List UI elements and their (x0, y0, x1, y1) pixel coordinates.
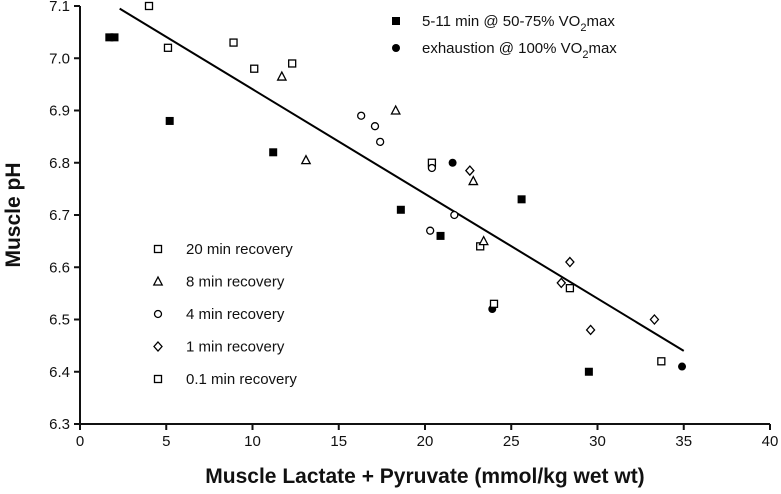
legend-label: 8 min recovery (186, 274, 285, 291)
x-tick-label: 5 (162, 433, 170, 450)
data-point-open-triangle (276, 70, 288, 81)
y-tick-label: 6.5 (49, 312, 70, 329)
data-point-open-circle (370, 122, 380, 131)
legend-marker-filled-circle (392, 44, 400, 52)
data-point-open-square (565, 283, 575, 293)
data-point-open-circle (375, 137, 385, 147)
data-point-filled-square (105, 33, 114, 42)
data-point-open-circle (357, 111, 366, 120)
data-point-open-square (163, 43, 173, 52)
data-point-filled-circle (678, 362, 687, 371)
data-point-open-square (144, 1, 154, 11)
y-tick-label: 6.8 (49, 155, 70, 172)
data-point-open-diamond (565, 256, 575, 268)
data-point-open-square (250, 64, 259, 73)
x-tick-label: 35 (675, 433, 692, 450)
data-point-filled-square (110, 33, 119, 42)
legend-label-main: exhaustion @ 100% VO (422, 40, 582, 57)
data-point-filled-square (517, 195, 526, 204)
legend-bottom: 20 min recovery 8 min recovery 4 min recov… (152, 241, 297, 388)
data-point-filled-circle (448, 158, 457, 167)
data-point-filled-square (436, 231, 445, 240)
legend-marker-open-square-small (153, 374, 163, 384)
legend-label-tail: max (586, 13, 615, 30)
legend-marker-open-square (153, 244, 163, 254)
legend-marker-open-circle (153, 309, 163, 319)
data-point-filled-square (269, 148, 278, 157)
legend-label-subscript: 2 (580, 22, 586, 34)
data-points (105, 1, 687, 376)
x-axis-title: Muscle Lactate + Pyruvate (mmol/kg wet w… (205, 465, 644, 488)
legend-label: 5-11 min @ 50-75% VO2max (422, 13, 615, 34)
legend-label: 1 min recovery (186, 339, 285, 356)
y-axis-title: Muscle pH (2, 162, 25, 267)
data-point-open-square (288, 59, 297, 68)
y-tick-label: 7.0 (49, 50, 70, 67)
x-tick-label: 0 (76, 433, 84, 450)
data-point-filled-square (396, 205, 405, 214)
tick-labels: 0 5 10 15 20 25 30 35 40 6.3 6.4 6.5 6.6 6.7 6.8 6.9 7.0… (49, 0, 778, 450)
data-point-open-diamond (464, 165, 475, 177)
data-point-open-triangle (390, 104, 401, 115)
data-point-open-circle (427, 163, 437, 173)
legend-label: 20 min recovery (186, 241, 293, 258)
x-tick-label: 15 (330, 433, 347, 450)
legend-label-main: 5-11 min @ 50-75% VO (422, 13, 580, 30)
data-point-open-square (229, 38, 238, 47)
trendline (119, 7, 685, 352)
y-tick-label: 6.3 (49, 416, 70, 433)
data-point-open-circle (426, 226, 435, 235)
legend-label: 0.1 min recovery (186, 371, 297, 388)
data-point-open-circle (450, 210, 459, 220)
legend-marker-filled-square (392, 17, 400, 25)
data-point-open-diamond (585, 324, 596, 336)
data-point-open-diamond (556, 277, 567, 289)
legend-label-tail: max (588, 40, 617, 57)
data-point-open-triangle (478, 235, 489, 246)
x-tick-label: 20 (417, 433, 434, 450)
data-point-open-triangle (468, 175, 479, 186)
axes (79, 6, 770, 425)
y-tick-label: 6.7 (49, 207, 70, 224)
y-tick-label: 6.9 (49, 103, 70, 120)
legend-marker-open-diamond (153, 341, 163, 352)
y-tick-label: 7.1 (49, 0, 70, 15)
legend-label: exhaustion @ 100% VO2max (422, 40, 617, 61)
data-point-open-square (489, 299, 499, 308)
x-tick-label: 30 (589, 433, 606, 450)
y-tick-label: 6.6 (49, 259, 70, 276)
ticks (74, 5, 771, 430)
data-point-filled-square (584, 367, 593, 376)
y-tick-label: 6.4 (49, 364, 70, 381)
legend-marker-open-triangle (152, 275, 164, 286)
data-point-open-triangle (300, 154, 312, 165)
x-tick-label: 40 (762, 433, 779, 450)
data-point-open-diamond (649, 314, 660, 325)
legend-label-subscript: 2 (582, 49, 588, 61)
x-tick-label: 25 (503, 433, 520, 450)
legend-label: 4 min recovery (186, 306, 285, 323)
x-tick-label: 10 (244, 433, 261, 450)
data-point-filled-square (165, 116, 174, 125)
data-point-open-square (657, 357, 666, 366)
